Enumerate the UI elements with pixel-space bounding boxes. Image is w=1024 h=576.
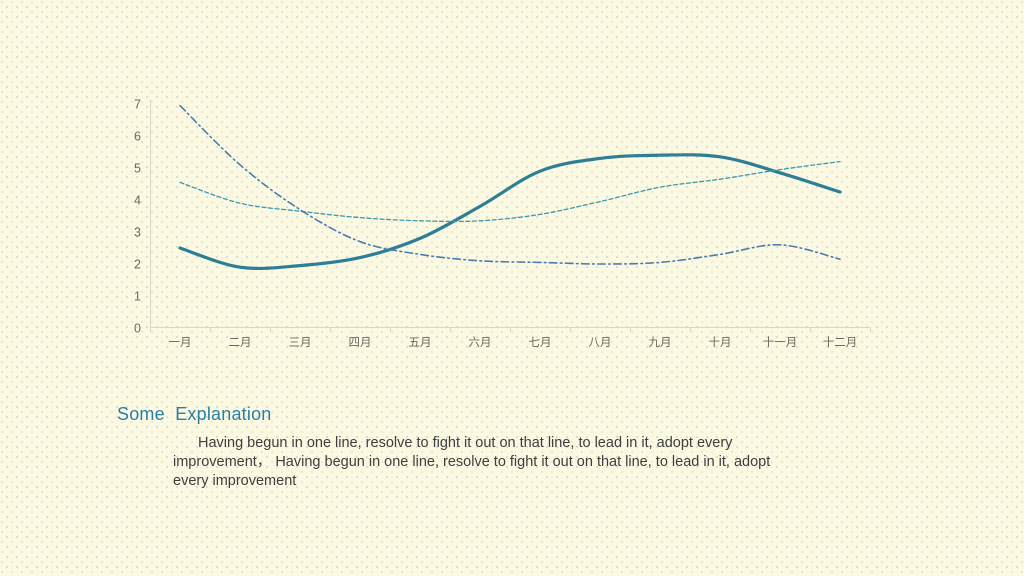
x-axis-label: 九月 bbox=[649, 336, 672, 349]
y-axis-tick-label: 4 bbox=[134, 194, 141, 208]
y-axis-tick-label: 6 bbox=[134, 130, 141, 144]
x-axis-labels: 一月 二月 三月 四月 五月 六月 七月 八月 九月 十月 十一月 十二月 bbox=[169, 335, 858, 349]
series-dashed-line bbox=[179, 160, 841, 223]
x-axis-label: 八月 bbox=[589, 337, 612, 349]
chart-axes bbox=[150, 100, 871, 332]
y-axis-tick-label: 7 bbox=[134, 98, 141, 112]
x-axis-label: 十一月 bbox=[763, 335, 798, 349]
x-axis-label: 五月 bbox=[409, 337, 432, 349]
body-text-line: every improvement bbox=[173, 473, 297, 489]
y-axis-tick-label: 5 bbox=[134, 162, 141, 176]
x-axis-label: 十月 bbox=[709, 335, 732, 349]
body-text-line: improvement， Having begun in one line, r… bbox=[173, 454, 771, 470]
x-axis-label: 六月 bbox=[469, 336, 492, 349]
y-axis-tick-label: 2 bbox=[134, 258, 141, 272]
x-axis-label: 一月 bbox=[169, 337, 192, 349]
x-axis-label: 七月 bbox=[529, 336, 552, 349]
y-axis-labels: 0 1 2 3 4 5 6 7 bbox=[134, 98, 141, 336]
body-paragraph: Having begun in one line, resolve to fig… bbox=[173, 434, 863, 491]
section-heading: Some Explanation bbox=[117, 404, 272, 424]
series-solid-line bbox=[178, 153, 842, 270]
chart-series bbox=[178, 104, 842, 270]
y-axis-tick-label: 0 bbox=[134, 322, 141, 336]
series-dash-dot-line bbox=[179, 104, 841, 265]
y-axis-tick-label: 3 bbox=[134, 226, 141, 240]
x-axis-label: 三月 bbox=[289, 337, 312, 349]
body-text-line: Having begun in one line, resolve to fig… bbox=[198, 435, 733, 451]
y-axis-tick-label: 1 bbox=[134, 290, 141, 304]
x-axis-label: 二月 bbox=[229, 337, 252, 349]
x-axis-label: 四月 bbox=[349, 337, 372, 349]
x-axis-label: 十二月 bbox=[823, 335, 858, 349]
